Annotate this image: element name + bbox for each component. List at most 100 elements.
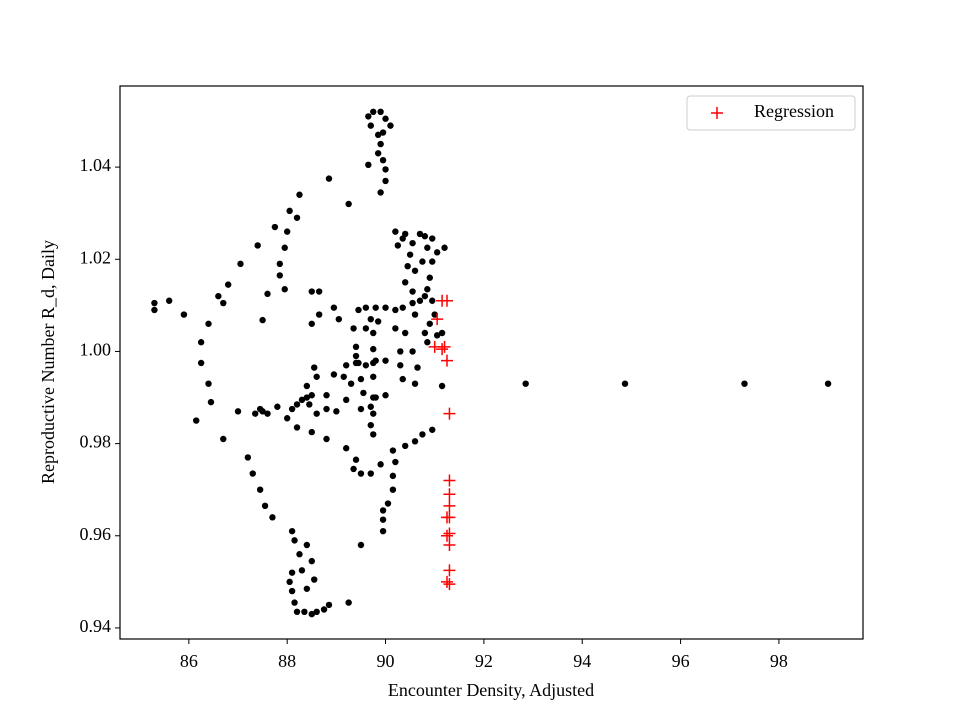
point (621, 380, 629, 387)
point (325, 175, 333, 182)
point (365, 161, 372, 169)
point (308, 288, 315, 295)
point (197, 339, 205, 346)
point (325, 601, 333, 609)
point (252, 410, 259, 417)
point (281, 286, 288, 293)
point (276, 272, 284, 279)
point (345, 200, 352, 208)
point (399, 375, 406, 383)
point (436, 343, 449, 356)
point (288, 527, 296, 535)
point (824, 380, 832, 387)
point (330, 304, 338, 311)
point (379, 129, 387, 136)
y-tick-label: 0.94 (80, 616, 112, 636)
point (224, 281, 232, 288)
y-axis-label: Reproductive Number R_d, Daily (38, 240, 58, 484)
point (387, 122, 394, 129)
point (416, 297, 424, 304)
point (367, 470, 374, 477)
point (323, 435, 330, 443)
point (313, 410, 320, 417)
y-tick-label: 1.00 (80, 340, 112, 360)
point (392, 458, 399, 466)
point (293, 401, 301, 408)
point (370, 359, 377, 367)
point (419, 258, 426, 265)
point (362, 362, 370, 369)
point (367, 315, 374, 323)
point (293, 608, 301, 616)
point (357, 541, 365, 549)
point (440, 354, 453, 367)
point (379, 516, 387, 523)
point (298, 567, 306, 574)
point (286, 578, 293, 586)
point (409, 348, 416, 355)
point (370, 108, 377, 116)
point (315, 311, 323, 318)
point (443, 564, 456, 577)
point (438, 340, 451, 353)
point (352, 456, 360, 463)
point (392, 325, 399, 332)
point (244, 454, 252, 461)
point (389, 472, 397, 480)
point (389, 486, 397, 493)
point (165, 297, 173, 304)
point (276, 260, 284, 268)
point (424, 244, 431, 251)
point (372, 304, 379, 311)
x-tick-label: 96 (672, 651, 690, 671)
x-tick-label: 98 (770, 651, 788, 671)
y-tick-label: 1.02 (80, 247, 112, 267)
point (402, 329, 409, 337)
point (426, 320, 433, 327)
point (397, 348, 404, 355)
point (220, 435, 227, 443)
point (402, 442, 409, 450)
point (313, 373, 320, 380)
point (264, 410, 271, 417)
point (370, 431, 377, 438)
point (315, 288, 323, 295)
point (283, 228, 291, 235)
point (377, 189, 384, 196)
point (254, 242, 261, 249)
point (421, 329, 429, 337)
point (433, 249, 441, 256)
point (340, 373, 347, 380)
point (288, 405, 296, 413)
point (443, 538, 456, 551)
point (411, 267, 419, 274)
point (421, 233, 429, 240)
point (424, 286, 431, 293)
point (269, 514, 276, 521)
point (382, 177, 389, 185)
point (443, 488, 456, 501)
point (392, 306, 399, 314)
legend-label: Regression (754, 101, 834, 121)
point (308, 392, 315, 399)
point (382, 115, 389, 122)
point (207, 398, 215, 406)
point (256, 486, 264, 493)
point (296, 551, 303, 558)
x-tick-label: 94 (573, 651, 591, 671)
point (397, 362, 404, 369)
point (320, 606, 328, 613)
point (367, 122, 374, 129)
point (402, 279, 409, 286)
point (399, 304, 406, 311)
point (416, 230, 424, 238)
point (342, 362, 350, 369)
point (355, 306, 362, 314)
point (249, 470, 256, 477)
point (377, 461, 384, 468)
point (362, 304, 370, 311)
point (220, 299, 227, 307)
point (313, 608, 320, 616)
point (271, 223, 279, 231)
point (377, 108, 384, 116)
